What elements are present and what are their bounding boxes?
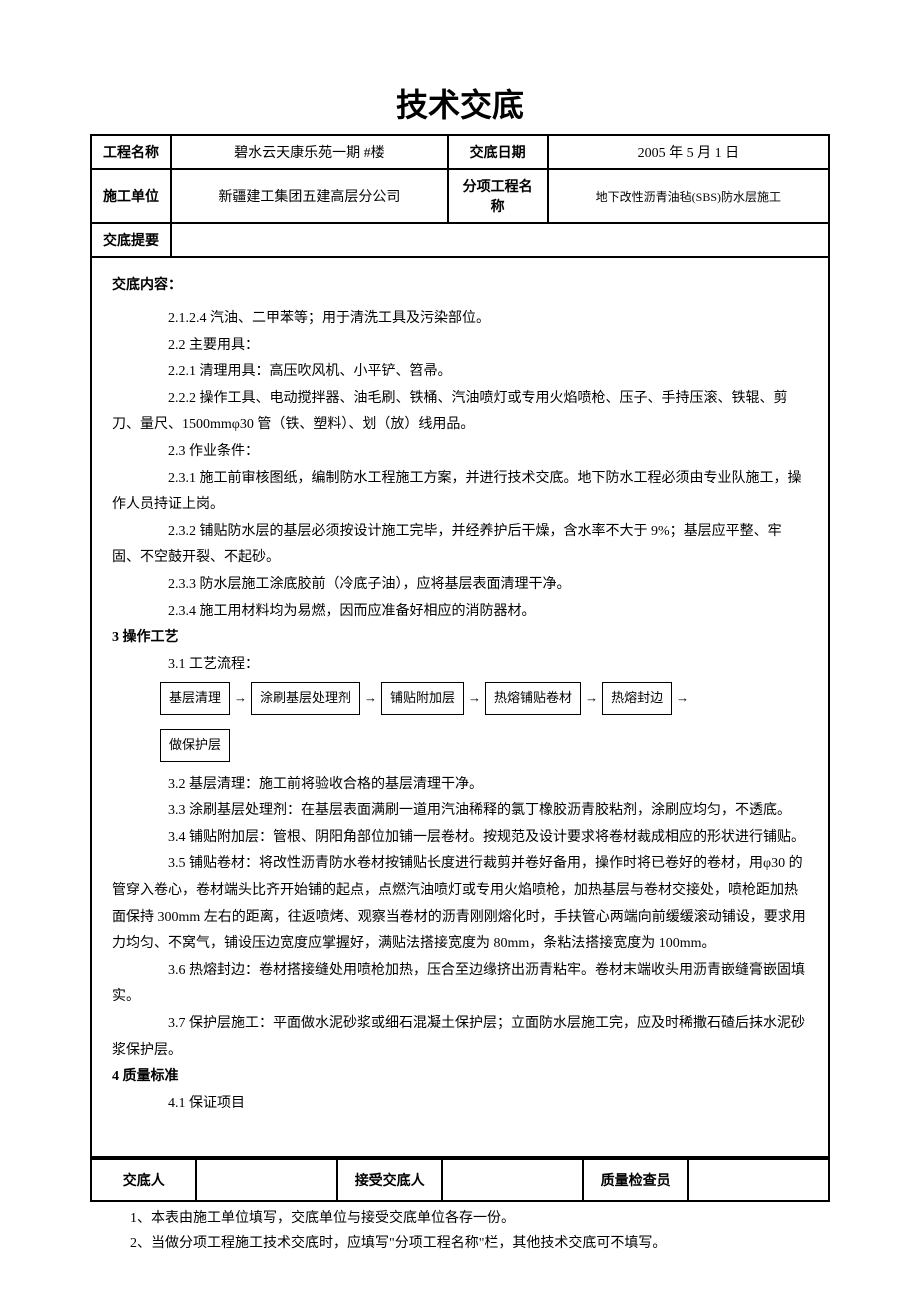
para-31: 3.1 工艺流程： xyxy=(112,652,808,679)
disclosure-date: 2005 年 5 月 1 日 xyxy=(548,135,829,169)
para-33: 3.3 涂刷基层处理剂：在基层表面满刷一道用汽油稀释的氯丁橡胶沥青胶粘剂，涂刷应… xyxy=(112,798,808,825)
para-2124: 2.1.2.4 汽油、二甲苯等；用于清洗工具及污染部位。 xyxy=(112,306,808,333)
flow-step-6: 做保护层 xyxy=(160,729,230,762)
para-234: 2.3.4 施工用材料均为易燃，因而应准备好相应的消防器材。 xyxy=(112,599,808,626)
flow-step-1: 基层清理 xyxy=(160,682,230,715)
para-232: 2.3.2 铺贴防水层的基层必须按设计施工完毕，并经养护后干燥，含水率不大于 9… xyxy=(112,519,808,572)
flow-step-4: 热熔铺贴卷材 xyxy=(485,682,581,715)
receiver-value xyxy=(442,1159,583,1201)
flow-arrow: → xyxy=(364,686,377,711)
construction-unit-label: 施工单位 xyxy=(91,169,171,223)
section-4: 4 质量标准 xyxy=(112,1064,808,1091)
flowchart-row-1: 基层清理 → 涂刷基层处理剂 → 铺贴附加层 → 热熔铺贴卷材 → 热熔封边 → xyxy=(160,682,808,719)
footer-table: 交底人 接受交底人 质量检查员 xyxy=(90,1158,830,1202)
para-41: 4.1 保证项目 xyxy=(112,1091,808,1118)
section-3: 3 操作工艺 xyxy=(112,625,808,652)
para-35: 3.5 铺贴卷材：将改性沥青防水卷材按铺贴长度进行裁剪并卷好备用，操作时将已卷好… xyxy=(112,851,808,957)
disclosure-date-label: 交底日期 xyxy=(448,135,548,169)
flow-step-5: 热熔封边 xyxy=(602,682,672,715)
summary xyxy=(171,223,829,257)
flowchart-row-2: 做保护层 xyxy=(160,729,808,762)
sender-label: 交底人 xyxy=(91,1159,196,1201)
para-36: 3.6 热熔封边：卷材搭接缝处用喷枪加热，压合至边缘挤出沥青粘牢。卷材末端收头用… xyxy=(112,958,808,1011)
sub-project-label: 分项工程名称 xyxy=(448,169,548,223)
content-heading: 交底内容： xyxy=(112,274,808,294)
para-233: 2.3.3 防水层施工涂底胶前（冷底子油），应将基层表面清理干净。 xyxy=(112,572,808,599)
summary-label: 交底提要 xyxy=(91,223,171,257)
para-34: 3.4 铺贴附加层：管根、阴阳角部位加铺一层卷材。按规范及设计要求将卷材裁成相应… xyxy=(112,825,808,852)
note-1: 1、本表由施工单位填写，交底单位与接受交底单位各存一份。 xyxy=(130,1206,830,1231)
para-231: 2.3.1 施工前审核图纸，编制防水工程施工方案，并进行技术交底。地下防水工程必… xyxy=(112,466,808,519)
sender-value xyxy=(196,1159,337,1201)
flow-step-2: 涂刷基层处理剂 xyxy=(251,682,360,715)
flow-arrow: → xyxy=(676,686,689,711)
para-222: 2.2.2 操作工具、电动搅拌器、油毛刷、铁桶、汽油喷灯或专用火焰喷枪、压子、手… xyxy=(112,386,808,439)
inspector-value xyxy=(688,1159,829,1201)
para-23: 2.3 作业条件： xyxy=(112,439,808,466)
inspector-label: 质量检查员 xyxy=(583,1159,688,1201)
para-32: 3.2 基层清理：施工前将验收合格的基层清理干净。 xyxy=(112,772,808,799)
sub-project: 地下改性沥青油毡(SBS)防水层施工 xyxy=(548,169,829,223)
construction-unit: 新疆建工集团五建高层分公司 xyxy=(171,169,448,223)
doc-title: 技术交底 xyxy=(90,80,830,126)
project-name-label: 工程名称 xyxy=(91,135,171,169)
flow-step-3: 铺贴附加层 xyxy=(381,682,464,715)
flow-arrow: → xyxy=(234,686,247,711)
receiver-label: 接受交底人 xyxy=(337,1159,442,1201)
flow-arrow: → xyxy=(468,686,481,711)
para-37: 3.7 保护层施工：平面做水泥砂浆或细石混凝土保护层；立面防水层施工完，应及时稀… xyxy=(112,1011,808,1064)
note-2: 2、当做分项工程施工技术交底时，应填写"分项工程名称"栏，其他技术交底可不填写。 xyxy=(130,1231,830,1256)
content-body: 2.1.2.4 汽油、二甲苯等；用于清洗工具及污染部位。 2.2 主要用具： 2… xyxy=(112,306,808,1117)
notes: 1、本表由施工单位填写，交底单位与接受交底单位各存一份。 2、当做分项工程施工技… xyxy=(90,1206,830,1256)
para-221: 2.2.1 清理用具：高压吹风机、小平铲、笤帚。 xyxy=(112,359,808,386)
para-22: 2.2 主要用具： xyxy=(112,333,808,360)
project-name: 碧水云天康乐苑一期 #楼 xyxy=(171,135,448,169)
content-box: 交底内容： 2.1.2.4 汽油、二甲苯等；用于清洗工具及污染部位。 2.2 主… xyxy=(90,258,830,1158)
header-table: 工程名称 碧水云天康乐苑一期 #楼 交底日期 2005 年 5 月 1 日 施工… xyxy=(90,134,830,258)
flow-arrow: → xyxy=(585,686,598,711)
